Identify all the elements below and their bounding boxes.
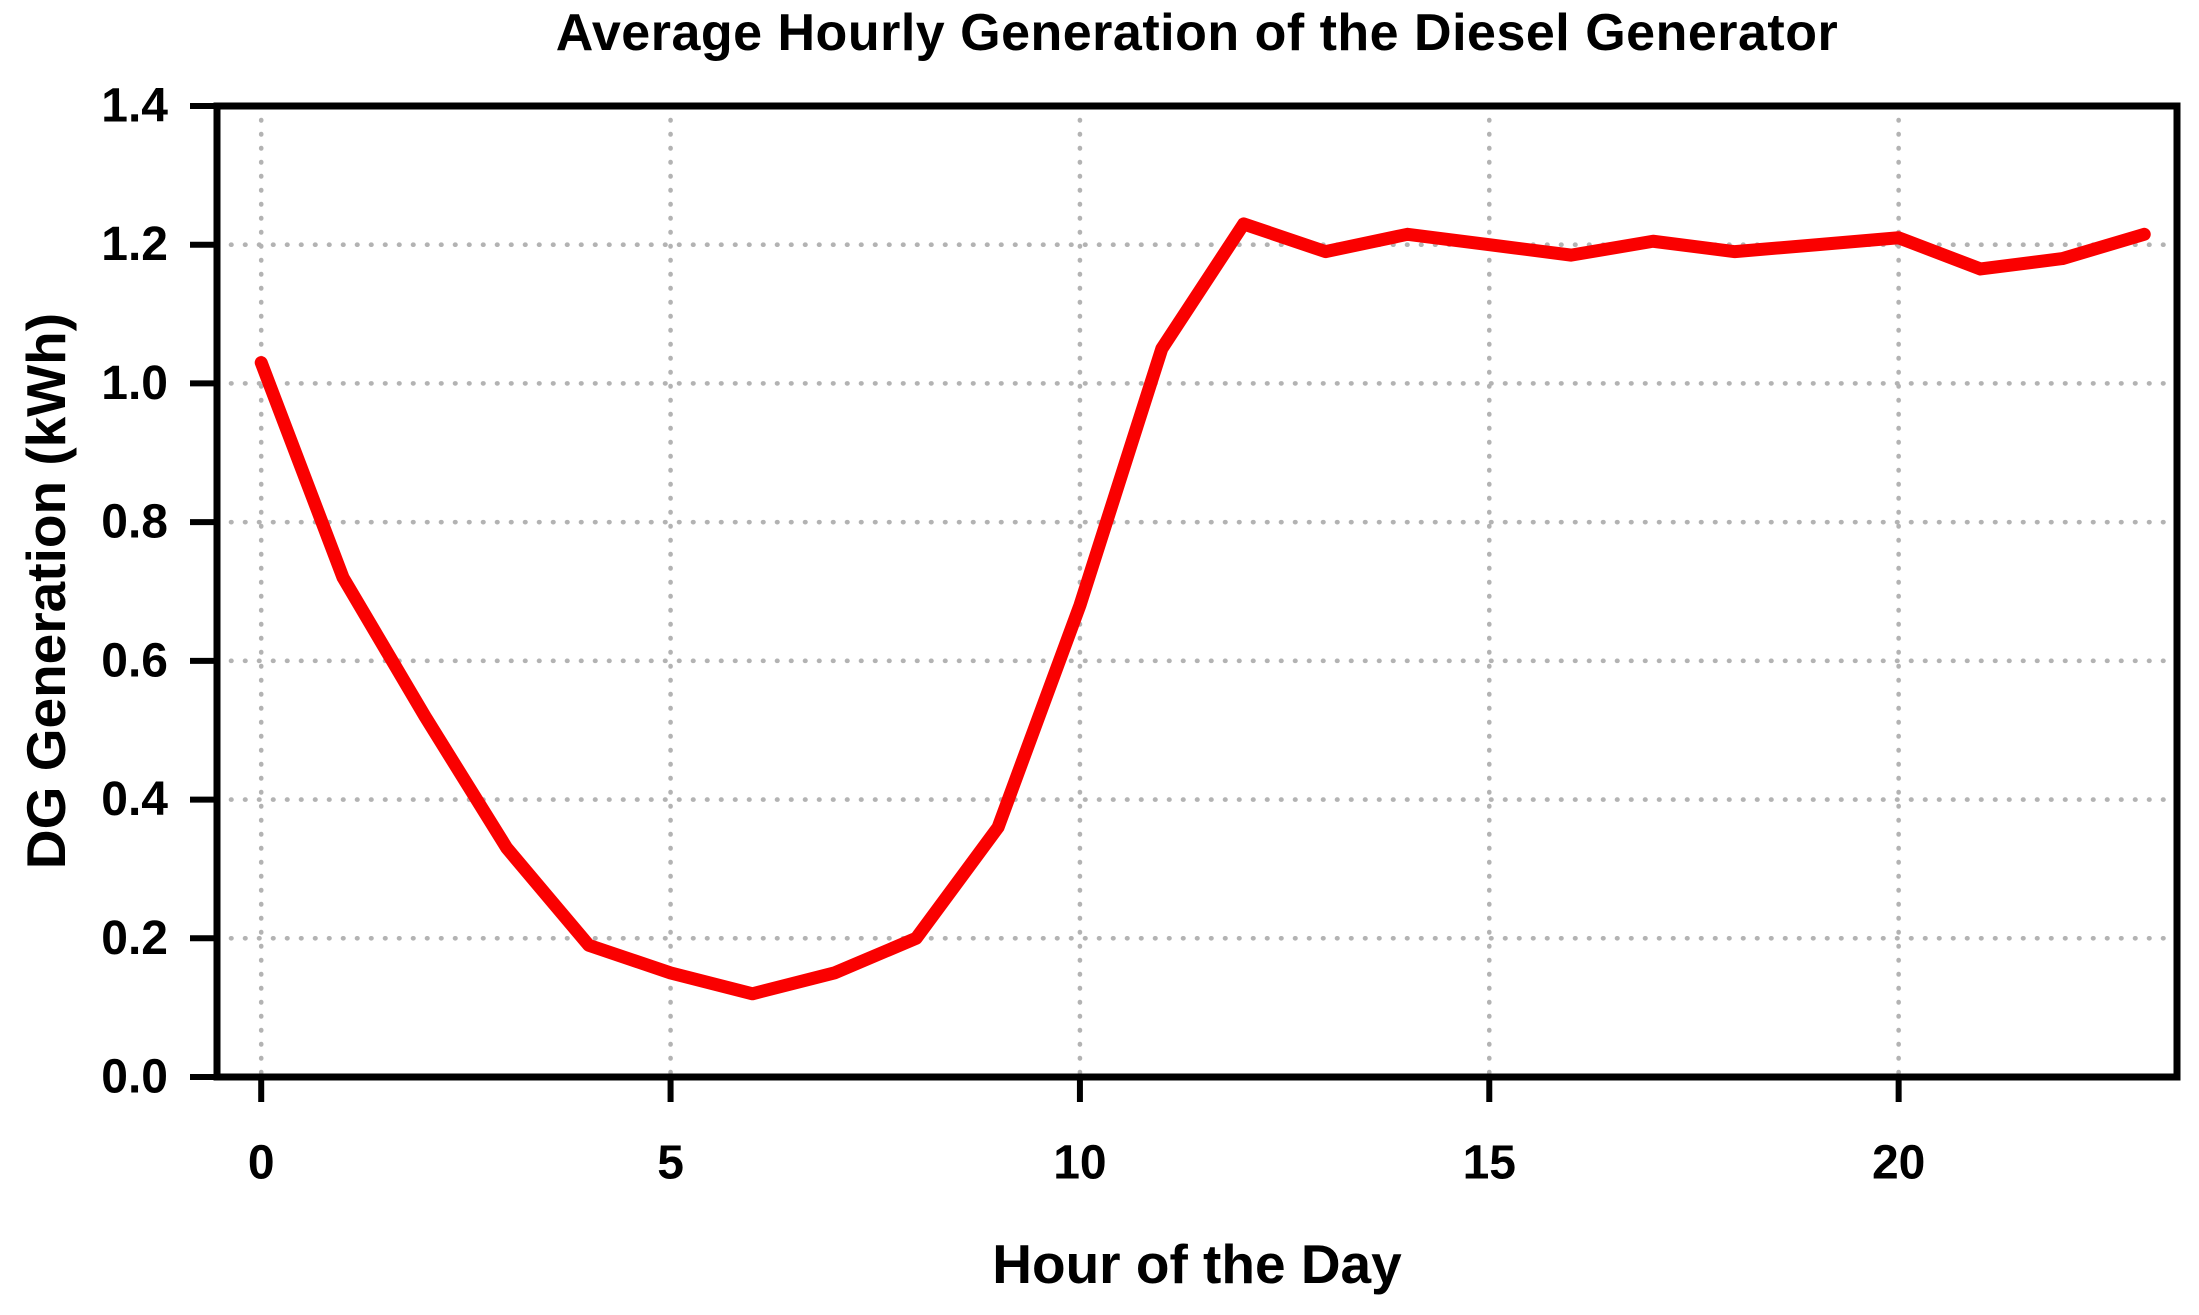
x-tick-label: 10 [1053,1137,1106,1190]
x-tick-label: 5 [657,1137,684,1190]
y-tick-label: 0.2 [101,912,168,965]
y-tick-label: 0.4 [101,773,168,826]
y-tick-label: 0.6 [101,634,168,687]
y-axis-label: DG Generation (kWh) [15,313,77,869]
grid-layer [214,103,2180,1080]
x-tick-label: 15 [1463,1137,1516,1190]
y-tick-label: 0.0 [101,1051,168,1104]
y-tick-label: 1.0 [101,357,168,410]
y-tick-label: 0.8 [101,496,168,549]
y-tick-label: 1.2 [101,218,168,271]
dg-generation-line [254,217,2151,1001]
y-tick-label: 1.4 [101,80,168,133]
chart-title: Average Hourly Generation of the Diesel … [556,4,1838,62]
tick-layer [190,103,1902,1102]
x-axis-label: Hour of the Day [992,1233,1402,1295]
x-tick-label: 20 [1872,1137,1925,1190]
tick-label-layer: 0 5 10 15 20 0.0 0.2 0.4 0.6 0.8 1.0 1.2 1.4 [101,80,1925,1190]
plot-frame [213,102,2181,1081]
x-tick-label: 0 [248,1137,275,1190]
